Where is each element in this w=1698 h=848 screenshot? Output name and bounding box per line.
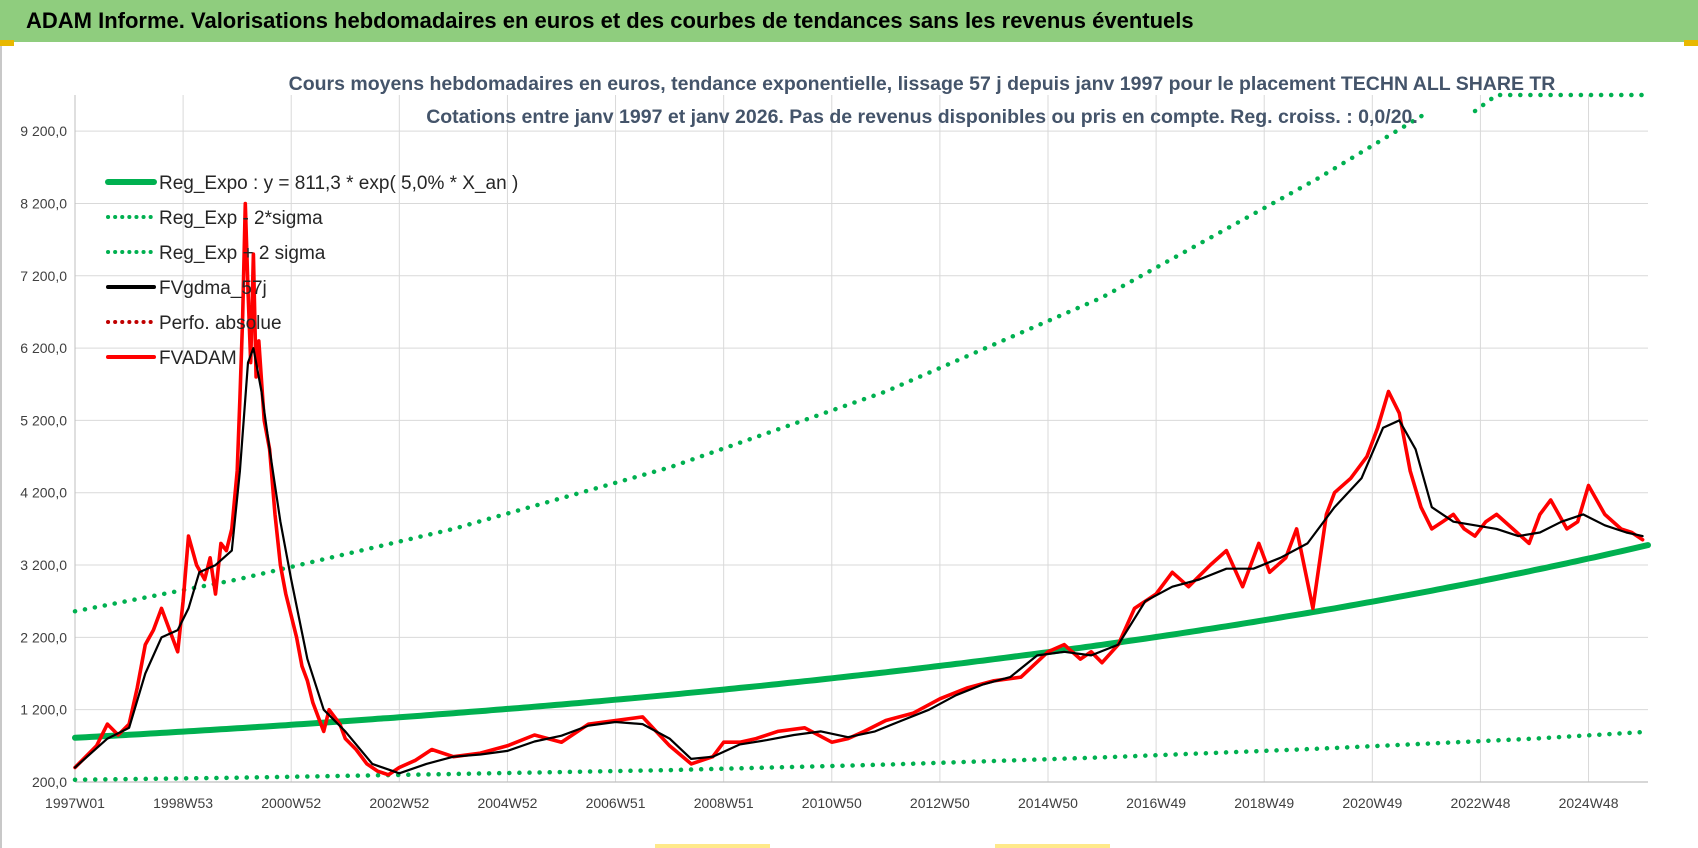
- regression-line: [72, 542, 1651, 741]
- legend-label: Perfo. absolue: [159, 313, 282, 334]
- corner-marker-right: [1684, 40, 1698, 46]
- y-tick-label: 2 200,0: [20, 629, 67, 645]
- y-tick-label: 200,0: [32, 774, 67, 790]
- legend-item-smooth: FVgdma_57j: [106, 278, 267, 299]
- banner-title: ADAM Informe. Valorisations hebdomadaire…: [0, 0, 1698, 42]
- x-tick-label: 2010W50: [802, 795, 862, 811]
- y-tick-label: 7 200,0: [20, 268, 67, 284]
- y-tick-label: 1 200,0: [20, 702, 67, 718]
- chart-title-line-2: Cotations entre janv 1997 et janv 2026. …: [426, 106, 1418, 128]
- y-tick-label: 8 200,0: [20, 195, 67, 211]
- y-tick-label: 4 200,0: [20, 485, 67, 501]
- legend-item-reg: Reg_Expo : y = 811,3 * exp( 5,0% * X_an …: [105, 173, 518, 194]
- corner-marker-left: [0, 40, 14, 46]
- x-tick-label: 2008W51: [694, 795, 754, 811]
- x-tick-label: 2018W49: [1234, 795, 1294, 811]
- y-tick-label: 3 200,0: [20, 557, 67, 573]
- x-tick-label: 2004W52: [477, 795, 537, 811]
- x-tick-label: 2000W52: [261, 795, 321, 811]
- legend-label: Reg_Exp + 2 sigma: [159, 243, 326, 264]
- plus-2-sigma-cap: [1472, 92, 1653, 114]
- x-tick-label: 2020W49: [1342, 795, 1402, 811]
- legend-label: Reg_Exp - 2*sigma: [159, 208, 323, 229]
- left-border: [0, 46, 2, 848]
- fvgdma-57j-line: [73, 347, 1644, 775]
- x-tick-label: 2014W50: [1018, 795, 1078, 811]
- chart-title-line-1: Cours moyens hebdomadaires en euros, ten…: [289, 73, 1556, 95]
- x-tick-label: 2022W48: [1450, 795, 1510, 811]
- bottom-marker: [995, 844, 1110, 848]
- legend-item-minus2: Reg_Exp - 2*sigma: [106, 208, 323, 229]
- y-tick-label: 6 200,0: [20, 340, 67, 356]
- legend-item-plus2: Reg_Exp + 2 sigma: [106, 243, 326, 264]
- legend-label: FVADAM: [159, 348, 237, 369]
- legend-item-perfo: Perfo. absolue: [106, 313, 282, 334]
- legend-label: FVgdma_57j: [159, 278, 267, 299]
- x-tick-label: 2002W52: [369, 795, 429, 811]
- y-tick-label: 5 200,0: [20, 412, 67, 428]
- y-tick-label: 9 200,0: [20, 123, 67, 139]
- fvadam-line: [73, 201, 1645, 777]
- minus-2-sigma-line: [72, 729, 1645, 783]
- x-tick-label: 2012W50: [910, 795, 970, 811]
- plus-2-sigma-line: [72, 110, 1429, 614]
- x-tick-label: 2006W51: [586, 795, 646, 811]
- legend-item-price: FVADAM: [106, 348, 237, 369]
- x-tick-label: 1998W53: [153, 795, 213, 811]
- x-tick-label: 2024W48: [1559, 795, 1619, 811]
- legend-label: Reg_Expo : y = 811,3 * exp( 5,0% * X_an …: [159, 173, 518, 194]
- bottom-marker: [655, 844, 770, 848]
- x-tick-label: 2016W49: [1126, 795, 1186, 811]
- x-tick-label: 1997W01: [45, 795, 105, 811]
